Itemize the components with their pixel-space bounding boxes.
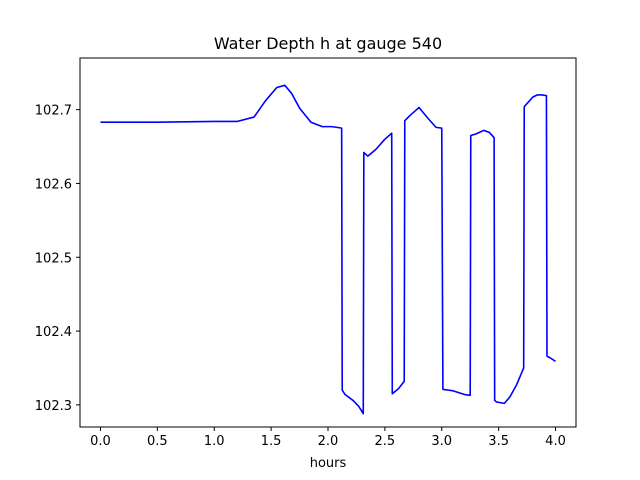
x-tick-label: 2.5: [375, 434, 396, 449]
series-line-water-depth: [100, 84, 556, 415]
x-tick-label: 3.5: [488, 434, 509, 449]
x-tick-label: 2.0: [318, 434, 339, 449]
x-tick-label: 0.5: [147, 434, 168, 449]
x-tick-label: 4.0: [545, 434, 566, 449]
x-tick-label: 1.0: [204, 434, 225, 449]
y-tick-label: 102.7: [35, 104, 72, 119]
x-tick-label: 3.0: [431, 434, 452, 449]
plot-area: [100, 84, 556, 415]
x-axis-label: hours: [310, 456, 347, 471]
x-tick-label: 1.5: [261, 434, 282, 449]
y-tick-label: 102.5: [35, 251, 72, 266]
y-tick-label: 102.3: [35, 399, 72, 414]
y-tick-label: 102.6: [35, 177, 72, 192]
y-axis: 102.3 102.4 102.5 102.6 102.7: [35, 104, 80, 414]
y-tick-label: 102.4: [35, 325, 72, 340]
x-axis: 0.0 0.5 1.0 1.5 2.0 2.5 3.0 3.5 4.0: [90, 427, 566, 449]
x-tick-label: 0.0: [90, 434, 111, 449]
chart-title: Water Depth h at gauge 540: [214, 34, 442, 53]
